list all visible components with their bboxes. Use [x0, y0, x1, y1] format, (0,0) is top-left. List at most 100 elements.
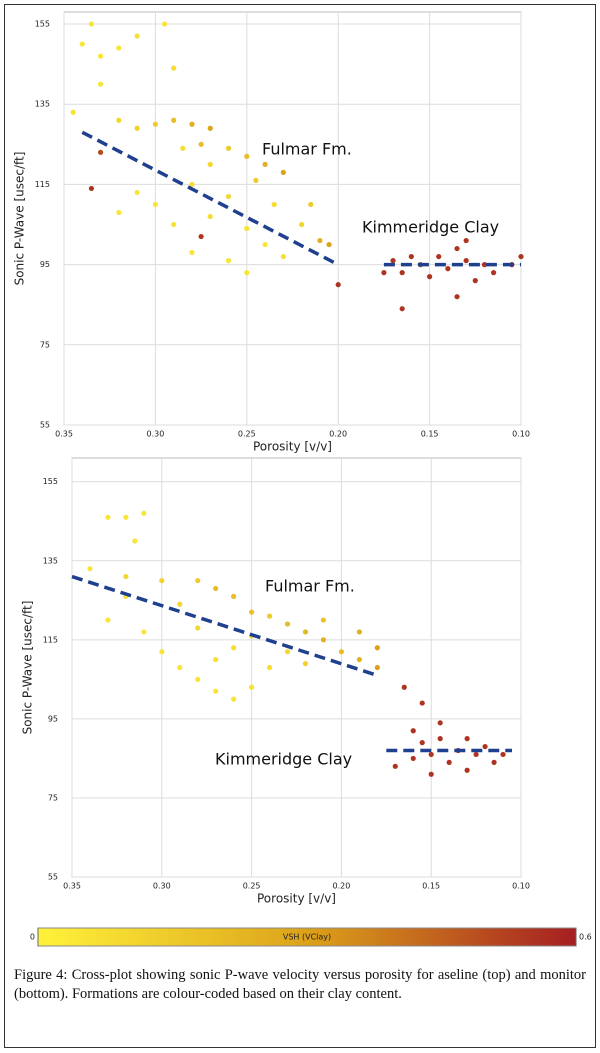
point	[97, 53, 104, 59]
point	[231, 593, 237, 599]
x-tick-label: 0.25	[238, 430, 256, 439]
point	[436, 253, 442, 260]
point	[177, 664, 183, 671]
point	[280, 169, 286, 175]
point	[302, 629, 309, 635]
point	[490, 270, 497, 276]
y-tick-label: 155	[43, 477, 58, 486]
y-tick-label: 75	[40, 340, 50, 349]
point	[207, 161, 213, 167]
point	[317, 237, 323, 244]
point	[70, 109, 76, 115]
point	[97, 81, 104, 87]
point	[159, 649, 165, 655]
point	[134, 189, 140, 196]
point	[338, 649, 344, 655]
point	[244, 153, 250, 159]
point	[123, 573, 129, 580]
point	[177, 601, 183, 607]
point	[87, 566, 93, 572]
trend-line	[81, 130, 340, 267]
point	[198, 141, 204, 147]
point	[419, 700, 425, 706]
colorbar-tick-label: 0.6	[579, 933, 592, 942]
y-tick-label: 55	[40, 421, 50, 430]
x-axis-label: Porosity [v/v]	[253, 440, 332, 454]
point	[437, 720, 443, 726]
point	[410, 755, 416, 762]
y-tick-label: 135	[35, 100, 50, 109]
point	[116, 209, 122, 216]
x-tick-label: 0.15	[421, 430, 439, 439]
x-tick-label: 0.25	[243, 882, 261, 891]
point	[445, 266, 451, 272]
point	[302, 660, 309, 667]
point	[141, 629, 147, 635]
point	[213, 585, 219, 592]
point	[207, 125, 213, 131]
point	[180, 145, 186, 151]
plot-area	[63, 11, 522, 426]
y-tick-label: 95	[48, 714, 58, 723]
point	[271, 201, 277, 208]
point	[308, 201, 314, 208]
point	[428, 751, 434, 758]
point	[463, 258, 469, 264]
point	[207, 213, 213, 220]
point	[472, 278, 478, 284]
point	[231, 696, 237, 702]
point	[97, 149, 104, 155]
point	[262, 161, 268, 167]
point	[454, 294, 460, 300]
point	[374, 645, 380, 651]
point	[171, 117, 177, 123]
point	[88, 21, 95, 27]
point	[152, 121, 158, 127]
frame	[4, 4, 596, 1048]
y-tick-label: 55	[48, 873, 58, 882]
point	[132, 538, 138, 544]
x-tick-label: 0.35	[55, 430, 73, 439]
point	[356, 656, 362, 663]
point	[225, 258, 232, 264]
point	[195, 577, 201, 584]
point	[198, 233, 204, 240]
point	[399, 306, 405, 312]
y-axis-label: Sonic P-Wave [usec/ft]	[13, 152, 27, 286]
point	[437, 736, 443, 742]
point	[482, 743, 488, 750]
point	[105, 617, 111, 623]
point	[399, 270, 405, 276]
x-axis-label: Porosity [v/v]	[257, 892, 336, 906]
point	[225, 145, 232, 151]
y-tick-label: 155	[35, 20, 50, 29]
point	[159, 577, 165, 584]
point	[299, 221, 305, 228]
point	[410, 728, 416, 734]
y-tick-label: 75	[48, 793, 58, 802]
point	[463, 237, 469, 244]
point	[381, 270, 387, 276]
point	[390, 258, 396, 264]
point	[280, 253, 286, 260]
point	[320, 617, 327, 623]
point	[244, 225, 250, 232]
y-axis-label: Sonic P-Wave [usec/ft]	[21, 601, 35, 735]
point	[225, 193, 232, 200]
annotation: Fulmar Fm.	[262, 140, 352, 159]
plot-area	[71, 457, 522, 878]
point	[105, 514, 111, 520]
point	[473, 751, 479, 758]
point	[79, 41, 85, 47]
point	[262, 241, 268, 248]
point	[427, 274, 433, 280]
point	[213, 688, 219, 694]
point	[284, 621, 291, 627]
point	[446, 759, 452, 765]
point	[213, 656, 219, 663]
point	[195, 625, 201, 631]
point	[244, 270, 250, 276]
point	[123, 514, 129, 520]
